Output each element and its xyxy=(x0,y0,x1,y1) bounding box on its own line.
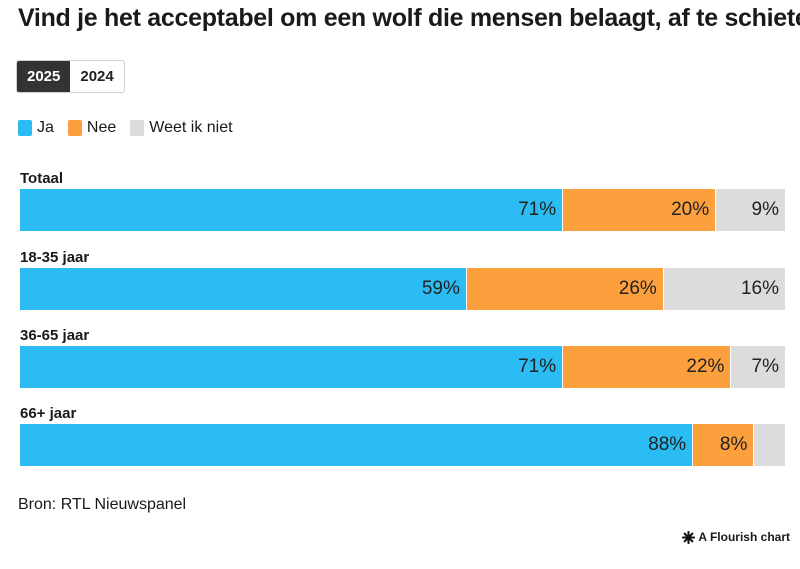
data-label: 16% xyxy=(740,278,779,299)
data-label: 59% xyxy=(421,278,460,299)
data-label: 8% xyxy=(719,434,748,455)
row-label-66-jaar: 66+ jaar xyxy=(20,405,77,422)
tab-2025[interactable]: 2025 xyxy=(17,61,71,92)
bar-segment-nee[interactable]: 22% xyxy=(563,346,732,388)
bar-segment-weet-ik-niet[interactable]: 16% xyxy=(663,268,785,310)
legend: Ja Nee Weet ik niet xyxy=(18,119,233,137)
data-label: 71% xyxy=(518,199,557,220)
credit-label: A Flourish chart xyxy=(698,530,790,544)
bar-segment-weet-ik-niet[interactable]: 7% xyxy=(731,346,785,388)
bar-segment-nee[interactable]: 26% xyxy=(466,268,664,310)
source-note: Bron: RTL Nieuwspanel xyxy=(18,496,187,513)
bar-18-35-jaar: 59% 26% 16% xyxy=(20,268,785,310)
flourish-credit[interactable]: A Flourish chart xyxy=(682,530,790,544)
bar-segment-nee[interactable]: 8% xyxy=(693,424,755,466)
year-tabs: 2025 2024 xyxy=(16,60,125,93)
data-label: 22% xyxy=(686,356,725,377)
tab-2024[interactable]: 2024 xyxy=(70,61,124,92)
bar-segment-ja[interactable]: 59% xyxy=(20,268,467,310)
bar-segment-weet-ik-niet[interactable] xyxy=(754,424,785,466)
row-label-18-35-jaar: 18-35 jaar xyxy=(20,249,90,266)
data-label: 20% xyxy=(671,199,710,220)
bar-totaal: 71% 20% 9% xyxy=(20,189,785,231)
bar-segment-nee[interactable]: 20% xyxy=(563,189,717,231)
bar-66-jaar: 88% 8% xyxy=(20,424,785,466)
legend-swatch-nee xyxy=(67,120,82,136)
data-label: 88% xyxy=(648,434,687,455)
data-label: 9% xyxy=(751,199,779,220)
row-label-36-65-jaar: 36-65 jaar xyxy=(20,327,90,344)
legend-label-weet-ik-niet: Weet ik niet xyxy=(149,119,233,136)
legend-item-nee[interactable]: Nee xyxy=(67,119,117,137)
data-label: 71% xyxy=(518,356,557,377)
legend-item-ja[interactable]: Ja xyxy=(18,119,54,137)
legend-label-ja: Ja xyxy=(37,119,54,136)
legend-item-weet-ik-niet[interactable]: Weet ik niet xyxy=(130,119,233,137)
row-label-totaal: Totaal xyxy=(20,170,64,187)
legend-swatch-weet-ik-niet xyxy=(130,120,145,136)
bar-segment-ja[interactable]: 71% xyxy=(20,189,564,231)
legend-swatch-ja xyxy=(18,120,32,136)
data-label: 26% xyxy=(618,278,657,299)
data-label: 7% xyxy=(751,356,779,377)
legend-label-nee: Nee xyxy=(86,119,117,136)
bar-segment-ja[interactable]: 71% xyxy=(20,346,564,388)
chart-title: Vind je het acceptabel om een wolf die m… xyxy=(18,4,800,32)
bar-segment-weet-ik-niet[interactable]: 9% xyxy=(716,189,785,231)
flourish-logo-icon xyxy=(682,530,696,544)
bar-36-65-jaar: 71% 22% 7% xyxy=(20,346,785,388)
bar-segment-ja[interactable]: 88% xyxy=(20,424,694,466)
